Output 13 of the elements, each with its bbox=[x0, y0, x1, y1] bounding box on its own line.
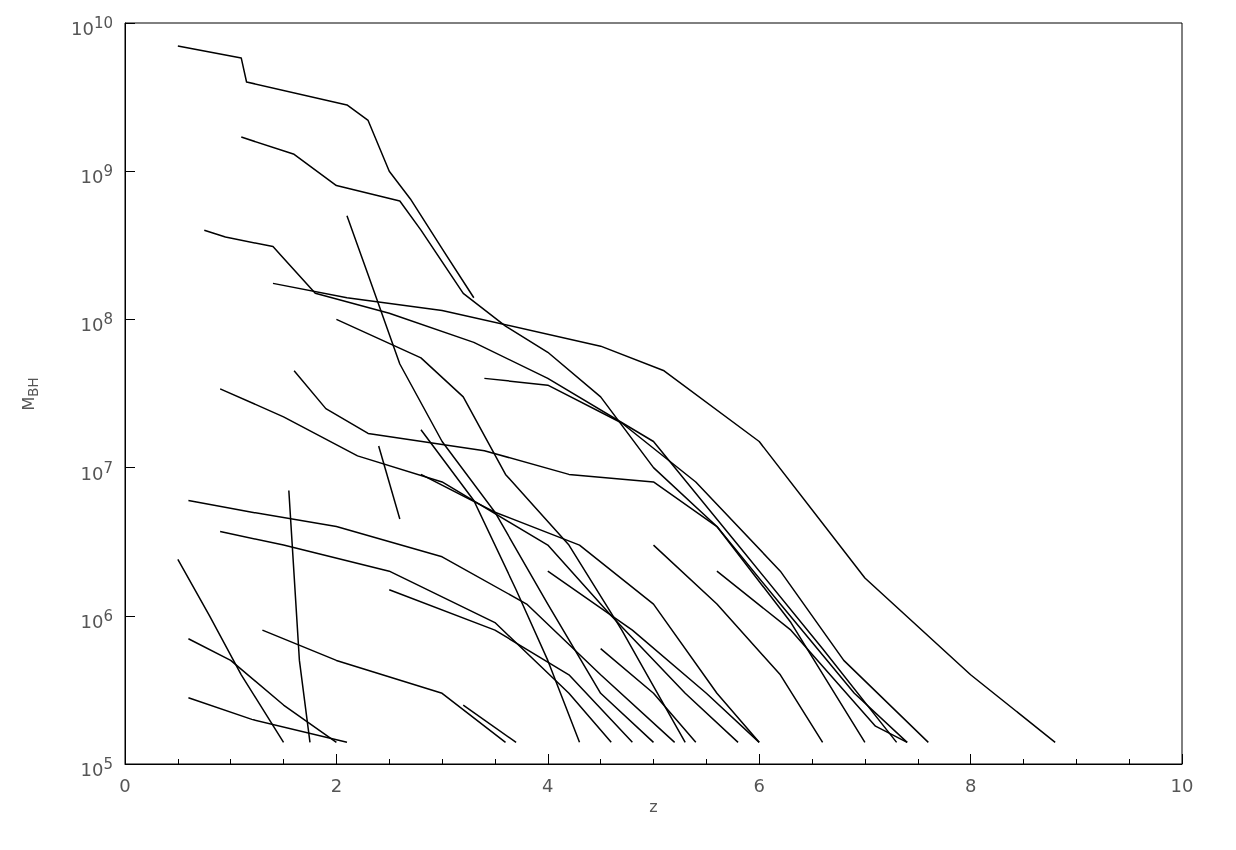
x-tick-label: 4 bbox=[542, 774, 554, 796]
y-tick-label: 10$^{7}$ bbox=[80, 457, 113, 486]
y-tick-label: 10$^{8}$ bbox=[80, 309, 113, 338]
x-tick-label: 6 bbox=[753, 774, 765, 796]
x-tick-label: 0 bbox=[119, 774, 131, 796]
y-tick-label: 10$^{6}$ bbox=[80, 605, 113, 634]
x-tick-label: 10 bbox=[1170, 774, 1194, 796]
y-tick-label: 10$^{5}$ bbox=[80, 754, 113, 782]
y-tick-label: 10$^{10}$ bbox=[71, 13, 113, 41]
x-tick-label: 2 bbox=[330, 774, 343, 796]
y-tick-label: 10$^{9}$ bbox=[80, 161, 113, 190]
x-axis-title: z bbox=[649, 797, 658, 817]
x-tick-label: 8 bbox=[964, 774, 977, 796]
